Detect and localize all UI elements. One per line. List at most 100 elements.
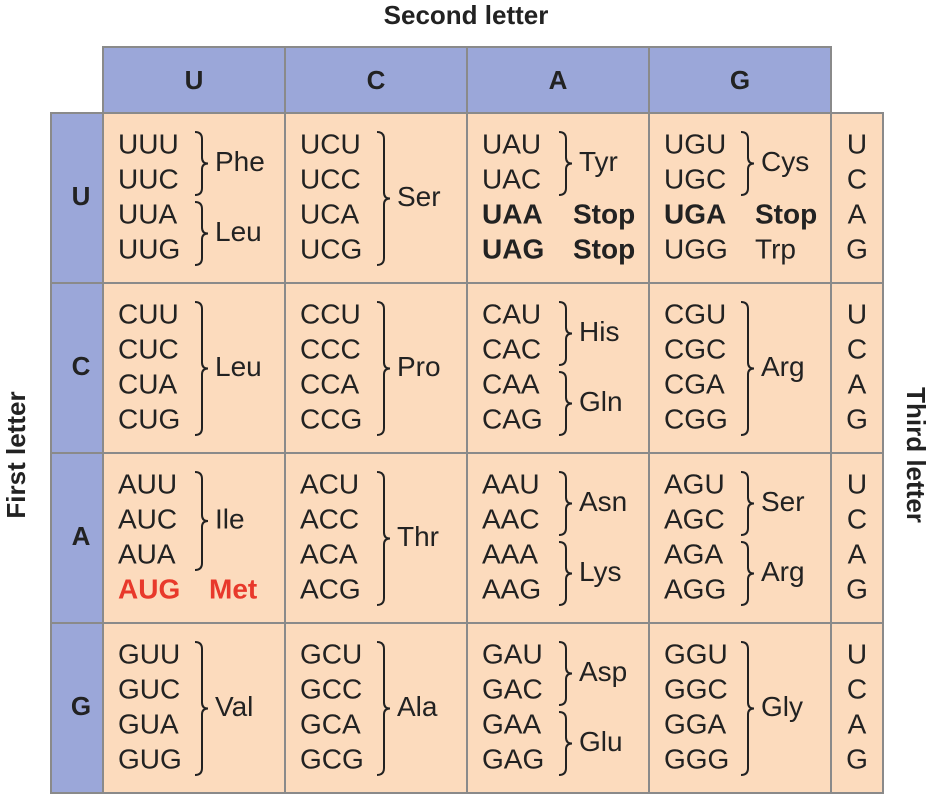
amino-acid: Cys	[761, 146, 809, 177]
codon: UCC	[300, 163, 361, 194]
amino-acid: Asn	[579, 486, 627, 517]
third-letter-cell	[830, 282, 884, 454]
codon: UAG	[482, 233, 544, 264]
column-header: G	[730, 65, 750, 95]
bracket	[558, 641, 573, 706]
third-letter-label: Third letter	[901, 387, 931, 523]
row-header: U	[72, 181, 91, 211]
codon: GCU	[300, 638, 362, 669]
codon: GAA	[482, 708, 541, 739]
codon: CCU	[300, 298, 361, 329]
third-letter: C	[847, 333, 867, 364]
codon: UGA	[664, 198, 726, 229]
codon: UGC	[664, 163, 726, 194]
amino-acid: Gln	[579, 386, 623, 417]
amino-acid: Glu	[579, 726, 623, 757]
codon: AGC	[664, 503, 725, 534]
column-header: U	[185, 65, 204, 95]
bracket	[194, 131, 209, 196]
amino-acid: Pro	[397, 351, 441, 382]
codon: CAC	[482, 333, 541, 364]
amino-acid: Ile	[215, 503, 245, 534]
codon: UUC	[118, 163, 179, 194]
codon-cell	[648, 452, 832, 624]
codon: GUG	[118, 743, 182, 774]
codon: CCC	[300, 333, 361, 364]
codon-cell	[466, 622, 650, 794]
codon: CAG	[482, 403, 543, 434]
third-letter: A	[848, 708, 867, 739]
third-letter: U	[847, 298, 867, 329]
codon: CGC	[664, 333, 726, 364]
codon: AUU	[118, 468, 177, 499]
bracket	[558, 541, 573, 606]
codon: CUU	[118, 298, 179, 329]
bracket	[740, 131, 755, 196]
codon: GCC	[300, 673, 362, 704]
codon-cell	[284, 452, 468, 624]
bracket	[194, 641, 209, 776]
codon: CUG	[118, 403, 180, 434]
codon: UCG	[300, 233, 362, 264]
codon: GUC	[118, 673, 180, 704]
codon: AGA	[664, 538, 723, 569]
codon: CGA	[664, 368, 725, 399]
bracket	[740, 301, 755, 436]
third-letter-cell	[830, 622, 884, 794]
bracket	[740, 471, 755, 536]
codon: GGC	[664, 673, 728, 704]
column-header-cell	[648, 46, 832, 114]
bracket	[558, 711, 573, 776]
codon: GCA	[300, 708, 361, 739]
third-letter: G	[846, 233, 868, 264]
codon: ACU	[300, 468, 359, 499]
third-letter: U	[847, 128, 867, 159]
codon: ACA	[300, 538, 358, 569]
third-letter: G	[846, 403, 868, 434]
bracket	[376, 131, 391, 266]
codon: GGA	[664, 708, 727, 739]
codon: CAA	[482, 368, 540, 399]
codon: AAU	[482, 468, 540, 499]
codon: GUA	[118, 708, 179, 739]
bracket	[558, 471, 573, 536]
amino-acid: Lys	[579, 556, 622, 587]
codon-cell	[284, 282, 468, 454]
codon: UAC	[482, 163, 541, 194]
codon: GGG	[664, 743, 729, 774]
first-letter-label: First letter	[1, 391, 31, 518]
third-letter: C	[847, 503, 867, 534]
third-letter: A	[848, 198, 867, 229]
codon: AUA	[118, 538, 176, 569]
codon: GCG	[300, 743, 364, 774]
bracket	[558, 371, 573, 436]
column-header: C	[367, 65, 386, 95]
codon: GAG	[482, 743, 544, 774]
codon: GAC	[482, 673, 543, 704]
codon: CGU	[664, 298, 726, 329]
row-header-cell	[50, 622, 104, 794]
codon: AUG	[118, 573, 180, 604]
row-header-cell	[50, 282, 104, 454]
amino-acid: Arg	[761, 556, 805, 587]
codon: AAC	[482, 503, 540, 534]
third-letter: U	[847, 468, 867, 499]
bracket	[376, 641, 391, 776]
amino-acid: Stop	[573, 198, 635, 229]
amino-acid: Asp	[579, 656, 627, 687]
codon-cell	[648, 112, 832, 284]
codon: UUA	[118, 198, 177, 229]
bracket	[376, 471, 391, 606]
codon: AAA	[482, 538, 538, 569]
amino-acid: Stop	[573, 233, 635, 264]
bracket	[376, 301, 391, 436]
row-header: C	[72, 351, 91, 381]
bracket	[740, 641, 755, 776]
column-header-cell	[284, 46, 468, 114]
codon: CCG	[300, 403, 362, 434]
amino-acid: Arg	[761, 351, 805, 382]
second-letter-label: Second letter	[384, 0, 549, 30]
codon: CGG	[664, 403, 728, 434]
